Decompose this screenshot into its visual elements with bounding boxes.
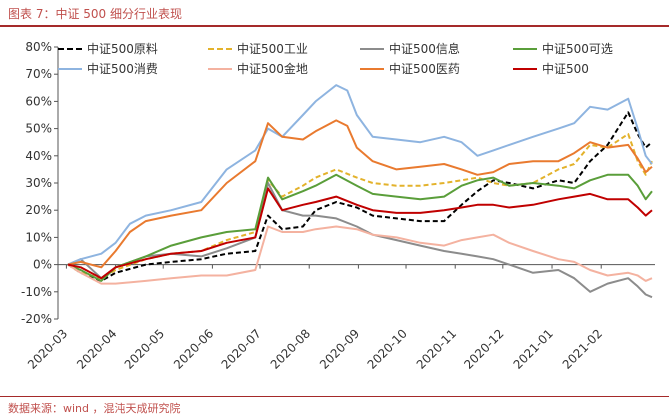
legend-label: 中证500 [542, 62, 589, 76]
legend-item: 中证500信息 [360, 40, 460, 57]
series-line-5 [67, 225, 653, 285]
line-chart: 80%70%60%50%40%30%20%10%0%-10%-20%2020-0… [21, 40, 655, 372]
legend-label: 中证500消费 [87, 62, 158, 76]
x-tick-label: 2020-09 [317, 326, 362, 371]
y-tick-label: 0% [33, 258, 52, 272]
x-tick-label: 2020-12 [461, 326, 506, 371]
legend-label: 中证500医药 [389, 62, 460, 76]
title-divider [0, 25, 669, 27]
x-tick-label: 2020-11 [414, 326, 459, 371]
y-tick-label: 40% [25, 149, 52, 163]
y-tick-label: -10% [21, 285, 52, 299]
chart-series [67, 84, 653, 299]
x-tick-label: 2020-10 [365, 326, 410, 371]
y-tick-label: 60% [25, 94, 52, 108]
legend-swatch [58, 67, 82, 70]
x-tick-label: 2020-08 [268, 326, 313, 371]
legend-item: 中证500可选 [513, 40, 613, 57]
legend-label: 中证500金地 [237, 62, 308, 76]
source-divider [0, 396, 669, 397]
series-line-3 [67, 173, 653, 282]
legend-swatch [360, 47, 384, 50]
y-tick-label: 30% [25, 176, 52, 190]
series-line-0 [67, 111, 653, 282]
legend-item: 中证500消费 [58, 60, 158, 77]
legend-item: 中证500原料 [58, 40, 158, 57]
x-tick-label: 2021-02 [560, 326, 605, 371]
legend-swatch [58, 47, 82, 50]
x-tick-label: 2020-06 [171, 326, 216, 371]
figure-title: 图表 7：中证 500 细分行业表现 [8, 7, 182, 21]
y-tick-label: 20% [25, 203, 52, 217]
source-note: 数据来源：wind ，混沌天成研究院 [8, 402, 181, 415]
x-tick-label: 2020-03 [25, 326, 70, 371]
y-tick-label: -20% [21, 312, 52, 326]
legend-swatch [208, 47, 232, 50]
series-line-6 [67, 119, 653, 269]
x-tick-label: 2021-01 [511, 326, 556, 371]
legend-item: 中证500工业 [208, 40, 308, 57]
legend-swatch [208, 67, 232, 70]
series-line-7 [67, 187, 653, 280]
series-line-4 [67, 84, 653, 266]
chart-axes: 80%70%60%50%40%30%20%10%0%-10%-20%2020-0… [21, 40, 655, 372]
legend-item: 中证500医药 [360, 60, 460, 77]
legend-item: 中证500金地 [208, 60, 308, 77]
y-tick-label: 50% [25, 122, 52, 136]
x-tick-label: 2020-05 [122, 326, 167, 371]
legend-swatch [513, 67, 537, 70]
legend-swatch [360, 67, 384, 70]
legend-label: 中证500信息 [389, 42, 460, 56]
x-tick-label: 2020-04 [74, 326, 119, 371]
legend-label: 中证500原料 [87, 42, 158, 56]
y-tick-label: 10% [25, 230, 52, 244]
legend-swatch [513, 47, 537, 50]
x-tick-label: 2020-07 [219, 326, 264, 371]
y-tick-label: 70% [25, 67, 52, 81]
legend-label: 中证500工业 [237, 42, 308, 56]
legend-label: 中证500可选 [542, 42, 613, 56]
legend-item: 中证500 [513, 60, 589, 77]
y-tick-label: 80% [25, 40, 52, 54]
